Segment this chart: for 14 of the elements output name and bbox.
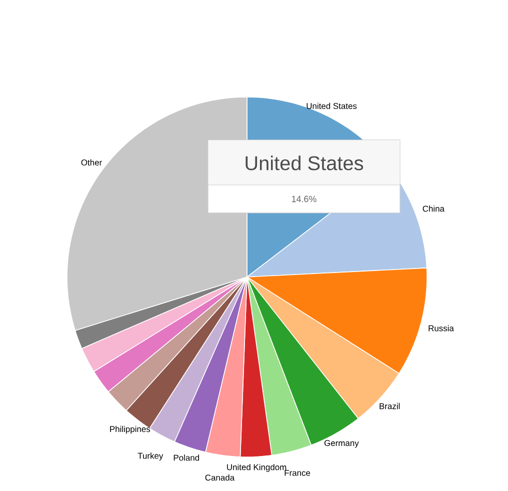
slice-label: Other <box>81 159 102 166</box>
slice-label: Turkey <box>138 452 164 460</box>
text: 14.6% <box>292 196 316 202</box>
slice-label: Brazil <box>380 402 400 410</box>
slice-label: United States <box>306 102 357 109</box>
slice-label: France <box>284 470 310 476</box>
text: United States <box>246 156 364 170</box>
slice-label: Poland <box>174 454 200 461</box>
slice-label: Philippines <box>110 426 150 434</box>
slice-label: Germany <box>324 440 359 448</box>
slice-label: United Kingdom <box>227 464 286 472</box>
slice-label: Russia <box>428 325 454 332</box>
slice-label: China <box>422 205 445 212</box>
slice-label: Canada <box>205 474 235 481</box>
